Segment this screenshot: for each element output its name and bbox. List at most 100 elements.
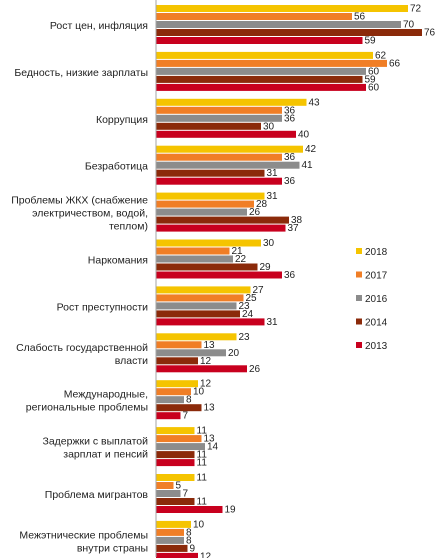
data-label: 38 xyxy=(291,215,303,226)
data-label: 42 xyxy=(305,144,317,155)
data-label: 36 xyxy=(284,152,296,163)
category-label: Рост преступности xyxy=(57,301,149,313)
data-label: 13 xyxy=(204,340,216,351)
data-label: 31 xyxy=(267,191,279,202)
bar-2013 xyxy=(156,271,282,279)
category-label: Слабость государственной власти xyxy=(16,342,148,367)
bar-2017 xyxy=(156,341,202,349)
bar-2018 xyxy=(156,286,251,294)
bar-2013 xyxy=(156,83,366,91)
bar-2014 xyxy=(156,404,202,412)
bar-2014 xyxy=(156,75,363,83)
bar-2017 xyxy=(156,435,202,443)
category-label: Международные, региональные проблемы xyxy=(26,389,148,414)
bar-2017 xyxy=(156,388,191,396)
bar-2018 xyxy=(156,51,373,59)
category-labels-layer: Рост цен, инфляция Бедность, низкие зарпл… xyxy=(11,20,148,554)
bar-2014 xyxy=(156,498,195,505)
legend-swatch-2018 xyxy=(356,248,362,254)
bar-2013 xyxy=(156,224,286,232)
data-label: 30 xyxy=(263,121,275,132)
bar-2017 xyxy=(156,294,244,302)
bar-2017 xyxy=(156,106,282,114)
data-label: 24 xyxy=(242,309,254,320)
bar-2016 xyxy=(156,161,300,169)
legend-swatch-2016 xyxy=(356,295,362,301)
bar-2013 xyxy=(156,37,363,44)
data-label: 8 xyxy=(186,535,192,546)
data-label: 13 xyxy=(204,434,216,445)
data-label: 41 xyxy=(302,160,314,171)
legend-label-2017: 2017 xyxy=(365,271,388,282)
data-label: 62 xyxy=(375,50,387,61)
data-label: 23 xyxy=(239,301,251,312)
bar-2016 xyxy=(156,302,237,310)
bar-2014 xyxy=(156,169,265,177)
data-label: 76 xyxy=(424,28,436,39)
data-label: 27 xyxy=(253,285,265,296)
bars-layer xyxy=(156,5,422,558)
data-label: 7 xyxy=(183,489,189,500)
data-label: 12 xyxy=(200,356,212,367)
data-label: 26 xyxy=(249,207,261,218)
bar-2016 xyxy=(156,255,233,263)
data-label: 12 xyxy=(200,551,212,558)
bar-2018 xyxy=(156,427,195,435)
data-label: 59 xyxy=(365,36,377,47)
data-label: 59 xyxy=(365,74,377,85)
data-label: 11 xyxy=(197,458,208,469)
category-label: Коррупция xyxy=(96,114,148,126)
bar-2018 xyxy=(156,380,198,388)
bar-2017 xyxy=(156,482,174,489)
bar-2017 xyxy=(156,200,254,208)
bar-2014 xyxy=(156,263,258,271)
data-label: 20 xyxy=(228,348,240,359)
bar-2013 xyxy=(156,365,247,373)
bar-2013 xyxy=(156,552,198,558)
data-label: 11 xyxy=(197,426,208,437)
bar-2018 xyxy=(156,474,195,481)
bar-2017 xyxy=(156,59,387,67)
data-label: 23 xyxy=(239,332,251,343)
data-label: 8 xyxy=(186,395,192,406)
bar-2013 xyxy=(156,177,282,185)
data-label: 36 xyxy=(284,105,296,116)
category-label: Проблемы ЖКХ (снабжение электричеством, в… xyxy=(11,195,148,233)
data-label: 30 xyxy=(263,238,275,249)
category-label: Задержки с выплатой зарплат и пенсий xyxy=(43,436,149,461)
data-label: 12 xyxy=(200,379,212,390)
data-label: 11 xyxy=(197,497,208,508)
bar-2013 xyxy=(156,459,195,467)
data-label: 72 xyxy=(410,4,422,15)
category-label: Проблема мигрантов xyxy=(45,489,149,501)
data-label: 19 xyxy=(225,505,237,516)
data-label: 11 xyxy=(197,473,208,484)
bar-2013 xyxy=(156,130,296,138)
data-label: 14 xyxy=(207,442,219,453)
bar-2017 xyxy=(156,13,352,20)
bar-2018 xyxy=(156,5,408,12)
data-label: 66 xyxy=(389,58,401,69)
category-label: Наркомания xyxy=(88,255,148,267)
category-label: Безработица xyxy=(85,161,148,173)
bar-2017 xyxy=(156,528,184,536)
data-label: 36 xyxy=(284,113,296,124)
bar-2016 xyxy=(156,67,366,75)
bar-2018 xyxy=(156,98,307,106)
data-label: 36 xyxy=(284,176,296,187)
bar-2014 xyxy=(156,544,188,552)
legend-label-2018: 2018 xyxy=(365,247,388,258)
data-label: 29 xyxy=(260,262,272,273)
bar-2018 xyxy=(156,192,265,200)
bar-2013 xyxy=(156,412,181,420)
legend-swatch-2013 xyxy=(356,342,362,348)
data-label: 10 xyxy=(193,519,205,530)
data-label: 22 xyxy=(235,254,247,265)
data-label: 36 xyxy=(284,270,296,281)
legend-swatch-2014 xyxy=(356,318,362,325)
category-label: Рост цен, инфляция xyxy=(50,20,148,32)
legend-label-2014: 2014 xyxy=(365,318,388,329)
bar-2018 xyxy=(156,145,303,153)
legend-swatch-2017 xyxy=(356,271,362,278)
